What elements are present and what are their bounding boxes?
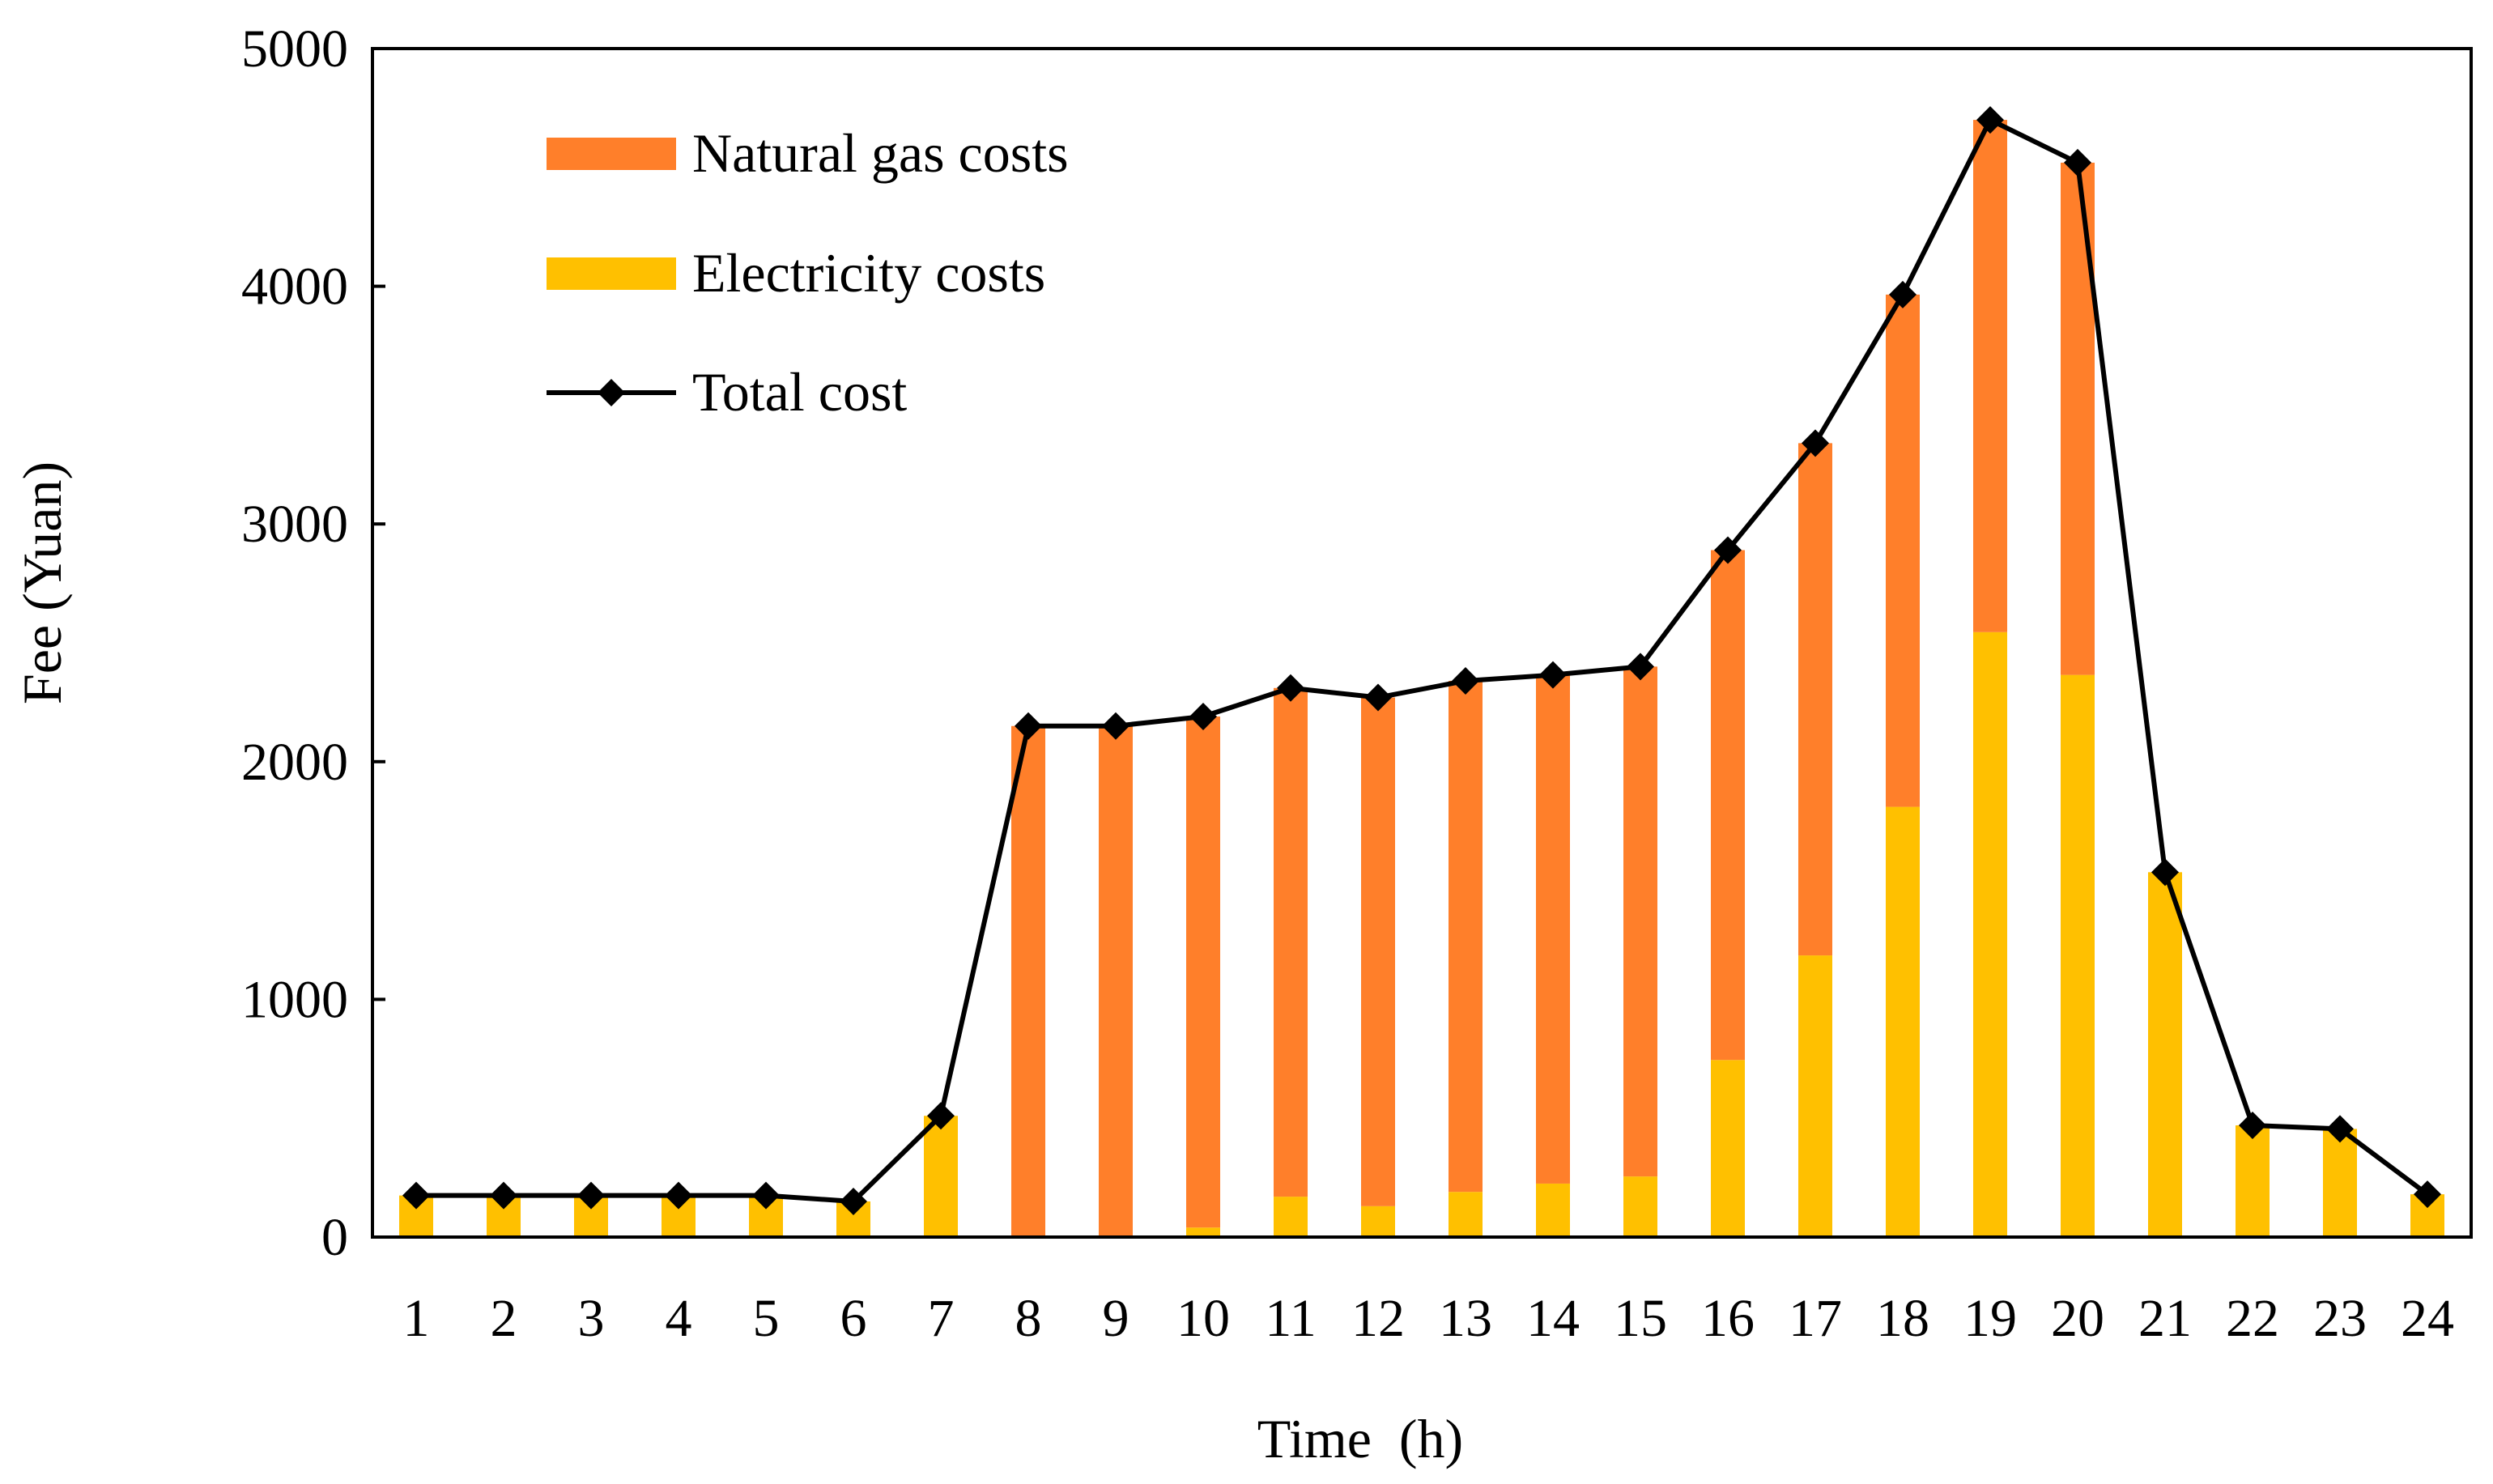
total-cost-point-15 [1627, 653, 1654, 681]
legend-label-total-cost: Total cost [692, 361, 907, 423]
x-tick-label-5: 5 [753, 1289, 780, 1348]
x-tick-label-21: 21 [2138, 1289, 2192, 1348]
legend-marker-total-cost [598, 379, 625, 406]
total-cost-point-13 [1452, 666, 1479, 695]
x-tick-label-7: 7 [928, 1289, 955, 1348]
total-cost-point-8 [1015, 712, 1042, 740]
bar-natural-gas-16 [1711, 550, 1745, 1061]
x-tick-label-23: 23 [2313, 1289, 2367, 1348]
bar-natural-gas-17 [1798, 443, 1832, 956]
bar-natural-gas-8 [1011, 725, 1045, 1237]
total-cost-point-6 [840, 1187, 867, 1215]
y-tick-label-3000: 3000 [241, 495, 348, 554]
total-cost-point-11 [1277, 674, 1304, 702]
bar-electricity-12 [1361, 1205, 1395, 1237]
x-tick-label-12: 12 [1351, 1289, 1405, 1348]
total-cost-point-4 [665, 1181, 692, 1210]
total-cost-point-24 [2414, 1180, 2441, 1209]
bar-natural-gas-13 [1449, 680, 1483, 1193]
bar-electricity-7 [924, 1116, 958, 1237]
bar-natural-gas-10 [1186, 716, 1220, 1228]
bar-electricity-19 [1973, 631, 2007, 1237]
y-tick-label-0: 0 [321, 1208, 348, 1267]
x-tick-label-19: 19 [1963, 1289, 2017, 1348]
total-cost-point-20 [2064, 148, 2091, 176]
total-cost-point-12 [1364, 683, 1392, 712]
x-tick-label-16: 16 [1701, 1289, 1755, 1348]
bar-electricity-14 [1536, 1183, 1570, 1237]
total-cost-point-16 [1714, 536, 1742, 564]
total-cost-point-3 [577, 1181, 605, 1210]
bar-natural-gas-11 [1274, 687, 1308, 1197]
x-tick-label-14: 14 [1526, 1289, 1580, 1348]
x-tick-label-18: 18 [1876, 1289, 1929, 1348]
bar-electricity-21 [2148, 872, 2182, 1237]
total-cost-point-9 [1102, 712, 1130, 740]
total-cost-line [416, 117, 2429, 1204]
bar-natural-gas-9 [1099, 725, 1133, 1237]
bar-electricity-23 [2323, 1129, 2357, 1237]
legend-label-natural-gas-costs: Natural gas costs [692, 122, 1069, 184]
x-tick-label-1: 1 [403, 1289, 430, 1348]
x-axis-title: Time (h) [1257, 1408, 1463, 1469]
legend-swatch-natural-gas [547, 138, 676, 170]
x-tick-label-13: 13 [1439, 1289, 1492, 1348]
bar-electricity-17 [1798, 955, 1832, 1237]
x-tick-label-24: 24 [2401, 1289, 2454, 1348]
x-tick-label-22: 22 [2226, 1289, 2279, 1348]
total-cost-point-17 [1802, 429, 1829, 457]
x-tick-label-4: 4 [666, 1289, 692, 1348]
y-tick-label-5000: 5000 [241, 19, 348, 79]
bar-electricity-16 [1711, 1060, 1745, 1237]
legend-swatch-electricity [547, 257, 676, 290]
plot-frame [371, 47, 2473, 1239]
legend-label-electricity-costs: Electricity costs [692, 242, 1045, 304]
total-cost-point-21 [2151, 858, 2179, 887]
total-cost-point-5 [752, 1181, 780, 1210]
bar-electricity-15 [1623, 1176, 1657, 1237]
legend: Natural gas costs Electricity costs Total … [547, 122, 1069, 423]
y-tick-label-2000: 2000 [241, 733, 348, 792]
total-cost-point-23 [2326, 1115, 2354, 1143]
x-tick-label-8: 8 [1015, 1289, 1042, 1348]
bar-natural-gas-12 [1361, 697, 1395, 1206]
bar-electricity-11 [1274, 1197, 1308, 1237]
bar-electricity-20 [2061, 674, 2095, 1237]
bar-natural-gas-14 [1536, 674, 1570, 1184]
total-cost-point-19 [1976, 106, 2004, 134]
total-cost-point-10 [1189, 703, 1217, 731]
x-tick-label-3: 3 [578, 1289, 605, 1348]
x-tick-label-6: 6 [840, 1289, 867, 1348]
total-cost-point-7 [927, 1102, 955, 1130]
x-tick-label-10: 10 [1176, 1289, 1230, 1348]
bar-natural-gas-15 [1623, 666, 1657, 1177]
bars-layer [399, 120, 2444, 1237]
bar-natural-gas-18 [1886, 294, 1920, 807]
total-cost-point-1 [402, 1181, 430, 1210]
y-tick-label-4000: 4000 [241, 257, 348, 317]
x-tick-label-9: 9 [1103, 1289, 1130, 1348]
total-cost-point-14 [1539, 661, 1567, 689]
total-cost-point-22 [2239, 1112, 2266, 1140]
bar-natural-gas-19 [1973, 120, 2007, 632]
x-tick-label-17: 17 [1789, 1289, 1842, 1348]
bar-electricity-22 [2236, 1125, 2270, 1237]
x-tick-label-11: 11 [1265, 1289, 1317, 1348]
total-cost-point-2 [490, 1181, 517, 1210]
x-tick-label-15: 15 [1614, 1289, 1667, 1348]
x-tick-label-2: 2 [491, 1289, 517, 1348]
bar-electricity-18 [1886, 806, 1920, 1237]
bar-electricity-13 [1449, 1192, 1483, 1237]
bar-electricity-10 [1186, 1227, 1220, 1237]
y-axis-title: Fee (Yuan) [11, 461, 73, 704]
total-cost-line-layer [402, 106, 2441, 1215]
total-cost-point-18 [1889, 280, 1917, 308]
y-tick-label-1000: 1000 [241, 970, 348, 1029]
x-tick-label-20: 20 [2051, 1289, 2104, 1348]
